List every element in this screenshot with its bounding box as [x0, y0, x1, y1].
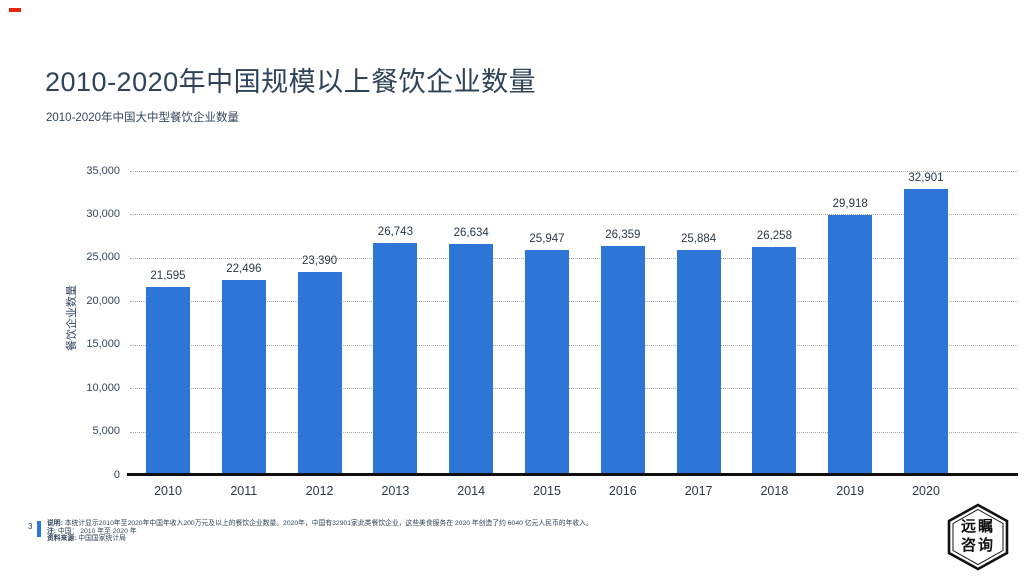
x-tick-label: 2010	[154, 484, 182, 498]
corner-accent-mark	[9, 8, 21, 12]
bar-2020	[904, 189, 948, 475]
bar-value-label: 26,258	[756, 229, 792, 242]
hexagon-logo-icon	[947, 503, 1009, 571]
bar-value-label: 22,496	[226, 262, 262, 275]
bar-value-label: 32,901	[908, 172, 944, 185]
bar-value-label: 26,359	[605, 229, 641, 242]
x-tick-label: 2019	[836, 484, 865, 498]
page-number: 3	[28, 522, 33, 531]
scope-label: 注:	[47, 527, 57, 535]
source-line: 资料来源: 中国国家统计局	[47, 535, 667, 543]
bar-2012	[297, 271, 342, 475]
gridline	[130, 257, 1018, 259]
bar-value-label: 26,743	[377, 225, 413, 238]
bar-2019	[828, 215, 873, 475]
gridline	[130, 388, 1018, 390]
y-tick-label: 15,000	[86, 338, 120, 351]
y-tick-label: 20,000	[86, 294, 120, 307]
bar-value-label: 29,918	[832, 198, 868, 211]
gridline	[130, 214, 1018, 216]
y-tick-label: 10,000	[86, 381, 120, 394]
footer-notes: 说明: 本统计显示2010年至2020年中国年收入200万元及以上的餐饮企业数量…	[47, 520, 667, 543]
note-text: 本统计显示2010年至2020年中国年收入200万元及以上的餐饮企业数量。202…	[64, 520, 593, 527]
footer-accent-bar	[37, 521, 41, 537]
bar-2013	[373, 242, 418, 475]
x-tick-label: 2020	[912, 484, 940, 498]
bar-2014	[449, 243, 494, 475]
bar-2017	[676, 250, 721, 475]
gridline	[130, 171, 1018, 172]
page-title: 2010-2020年中国规模以上餐饮企业数量	[45, 67, 537, 97]
bar-value-label: 21,595	[150, 270, 186, 283]
x-tick-label: 2015	[533, 484, 561, 498]
logo-text-bottom: 咨询	[960, 537, 995, 554]
gridline	[130, 301, 1018, 303]
scope-text: 中国： 2010 年至 2020 年	[57, 527, 137, 535]
x-tick-label: 2017	[684, 484, 713, 498]
gridline	[130, 431, 1018, 433]
bar-value-label: 26,634	[453, 226, 489, 239]
company-logo: 远瞩 咨询	[944, 503, 1012, 571]
bar-2018	[752, 246, 797, 475]
x-tick-label: 2014	[457, 484, 486, 498]
x-tick-label: 2012	[305, 484, 334, 498]
y-tick-label: 30,000	[86, 207, 120, 220]
gridline	[130, 344, 1018, 346]
note-line: 说明: 本统计显示2010年至2020年中国年收入200万元及以上的餐饮企业数量…	[47, 520, 667, 528]
y-tick-label: 0	[113, 468, 120, 481]
note-label: 说明:	[47, 520, 63, 527]
y-tick-label: 25,000	[86, 251, 120, 264]
logo-text-top: 远瞩	[960, 518, 995, 535]
logo-text: 远瞩 咨询	[944, 517, 1012, 555]
source-text: 中国国家统计局	[78, 535, 126, 543]
bar-2016	[600, 246, 645, 475]
x-axis-line	[127, 473, 1018, 476]
x-tick-label: 2013	[381, 484, 410, 498]
bar-2011	[221, 279, 266, 475]
bar-value-label: 23,390	[302, 254, 338, 267]
scope-line: 注: 中国： 2010 年至 2020 年	[47, 528, 667, 536]
y-tick-label: 35,000	[86, 164, 120, 177]
x-tick-label: 2016	[608, 484, 637, 498]
bar-value-label: 25,884	[681, 233, 717, 246]
page-subtitle: 2010-2020年中国大中型餐饮企业数量	[46, 112, 239, 124]
bar-value-label: 25,947	[529, 232, 565, 245]
y-tick-label: 5,000	[92, 425, 120, 438]
bar-2015	[525, 249, 569, 475]
plot-area: 21,595 22,496 23,390 26,743 26,634 25,947 26,3…	[130, 171, 1018, 475]
bar-2010	[146, 287, 190, 475]
source-label: 资料来源:	[47, 535, 77, 543]
x-tick-label: 2011	[230, 484, 258, 498]
x-tick-label: 2018	[760, 484, 789, 498]
